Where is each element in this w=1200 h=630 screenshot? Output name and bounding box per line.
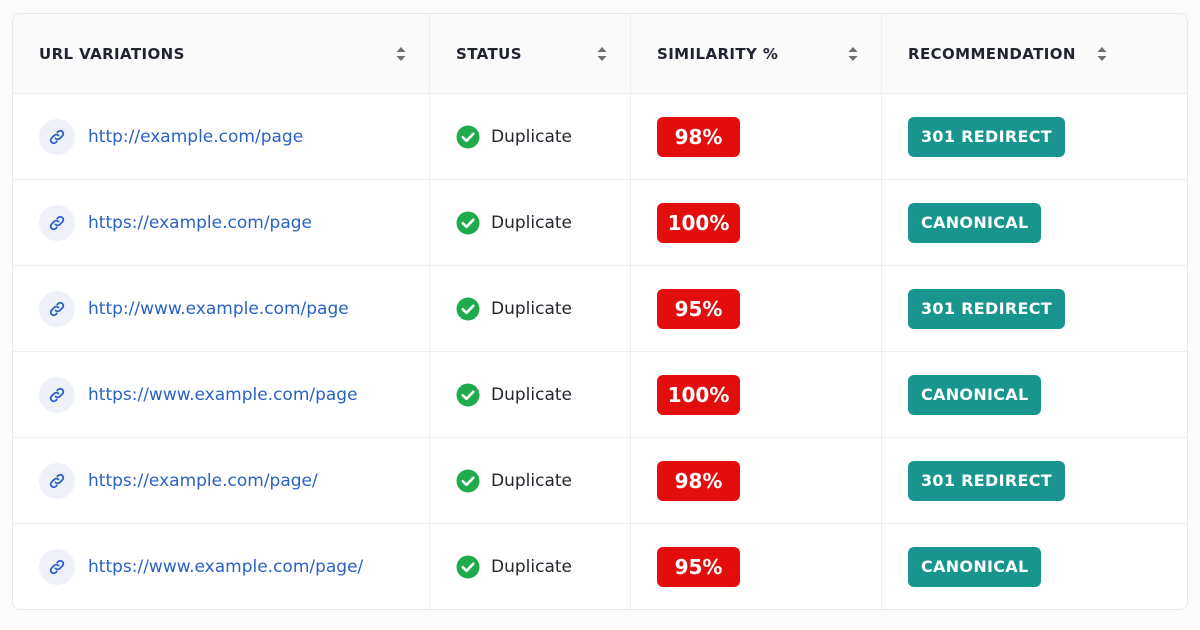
similarity-badge: 98% (657, 116, 740, 157)
recommendation-badge: CANONICAL (908, 546, 1042, 587)
header-cell: STATUS (430, 14, 631, 93)
check-icon (456, 383, 480, 407)
header-label: RECOMMENDATION (908, 44, 1076, 63)
status-cell: Duplicate (430, 266, 631, 351)
sort-button[interactable] (596, 45, 608, 63)
similarity-badge: 100% (657, 202, 740, 243)
check-icon (456, 555, 480, 579)
similarity-badge: 95% (657, 288, 740, 329)
recommendation-cell: CANONICAL (882, 180, 1187, 265)
check-icon (456, 469, 480, 493)
recommendation-cell: CANONICAL (882, 524, 1187, 609)
url-cell: http://www.example.com/page (13, 266, 430, 351)
table-row: http://example.com/page Duplicate 98% 301 R… (13, 94, 1187, 180)
status-cell: Duplicate (430, 524, 631, 609)
recommendation-cell: 301 REDIRECT (882, 94, 1187, 179)
link-icon (39, 462, 75, 499)
url-link[interactable]: https://example.com/page/ (88, 470, 318, 491)
table-row: https://example.com/page/Duplicate 98% 301… (13, 438, 1187, 524)
table-row: https://www.example.com/page Duplicate 100… (13, 352, 1187, 438)
header-cell: SIMILARITY % (631, 14, 882, 93)
url-cell: http://example.com/page (13, 94, 430, 179)
recommendation-badge: 301 REDIRECT (908, 288, 1065, 329)
similarity-cell: 98% (631, 94, 882, 179)
url-link[interactable]: http://example.com/page (88, 126, 304, 147)
status-text: Duplicate (491, 298, 572, 319)
recommendation-cell: 301 REDIRECT (882, 266, 1187, 351)
header-label: SIMILARITY % (657, 44, 779, 63)
recommendation-badge: CANONICAL (908, 374, 1042, 415)
table-row: https://www.example.com/page/Duplicate 95… (13, 524, 1187, 609)
similarity-badge: 100% (657, 374, 740, 415)
url-cell: https://www.example.com/page (13, 352, 430, 437)
table-row: https://example.com/page Duplicate 100% CAN… (13, 180, 1187, 266)
url-cell: https://example.com/page/ (13, 438, 430, 523)
status-text: Duplicate (491, 212, 572, 233)
url-link[interactable]: https://www.example.com/page (88, 384, 358, 405)
header-row: URL VARIATIONS STATUS SIMILARITY % RECOMMEN… (13, 14, 1187, 94)
table-row: http://www.example.com/page Duplicate 95% 3… (13, 266, 1187, 352)
similarity-cell: 95% (631, 524, 882, 609)
check-icon (456, 211, 480, 235)
status-text: Duplicate (491, 384, 572, 405)
url-cell: https://example.com/page (13, 180, 430, 265)
status-text: Duplicate (491, 126, 572, 147)
similarity-badge: 95% (657, 546, 740, 587)
similarity-cell: 100% (631, 352, 882, 437)
sort-button[interactable] (395, 45, 407, 63)
url-link[interactable]: http://www.example.com/page (88, 298, 349, 319)
recommendation-cell: CANONICAL (882, 352, 1187, 437)
sort-button[interactable] (847, 45, 859, 63)
link-icon (39, 376, 75, 413)
header-label: STATUS (456, 44, 522, 63)
similarity-cell: 98% (631, 438, 882, 523)
check-icon (456, 297, 480, 321)
header-cell: URL VARIATIONS (13, 14, 430, 93)
recommendation-badge: 301 REDIRECT (908, 116, 1065, 157)
recommendation-badge: 301 REDIRECT (908, 460, 1065, 501)
check-icon (456, 125, 480, 149)
status-cell: Duplicate (430, 94, 631, 179)
similarity-badge: 98% (657, 460, 740, 501)
recommendation-badge: CANONICAL (908, 202, 1042, 243)
recommendation-cell: 301 REDIRECT (882, 438, 1187, 523)
similarity-cell: 100% (631, 180, 882, 265)
url-link[interactable]: https://www.example.com/page/ (88, 556, 364, 577)
table: URL VARIATIONS STATUS SIMILARITY % RECOMMEN… (12, 13, 1188, 610)
url-cell: https://www.example.com/page/ (13, 524, 430, 609)
link-icon (39, 290, 75, 327)
status-text: Duplicate (491, 470, 572, 491)
link-icon (39, 118, 75, 155)
link-icon (39, 548, 75, 585)
status-cell: Duplicate (430, 438, 631, 523)
similarity-cell: 95% (631, 266, 882, 351)
header-cell: RECOMMENDATION (882, 14, 1187, 93)
link-icon (39, 204, 75, 241)
sort-button[interactable] (1096, 45, 1108, 63)
status-cell: Duplicate (430, 352, 631, 437)
header-label: URL VARIATIONS (39, 44, 185, 63)
status-text: Duplicate (491, 556, 572, 577)
url-link[interactable]: https://example.com/page (88, 212, 313, 233)
status-cell: Duplicate (430, 180, 631, 265)
